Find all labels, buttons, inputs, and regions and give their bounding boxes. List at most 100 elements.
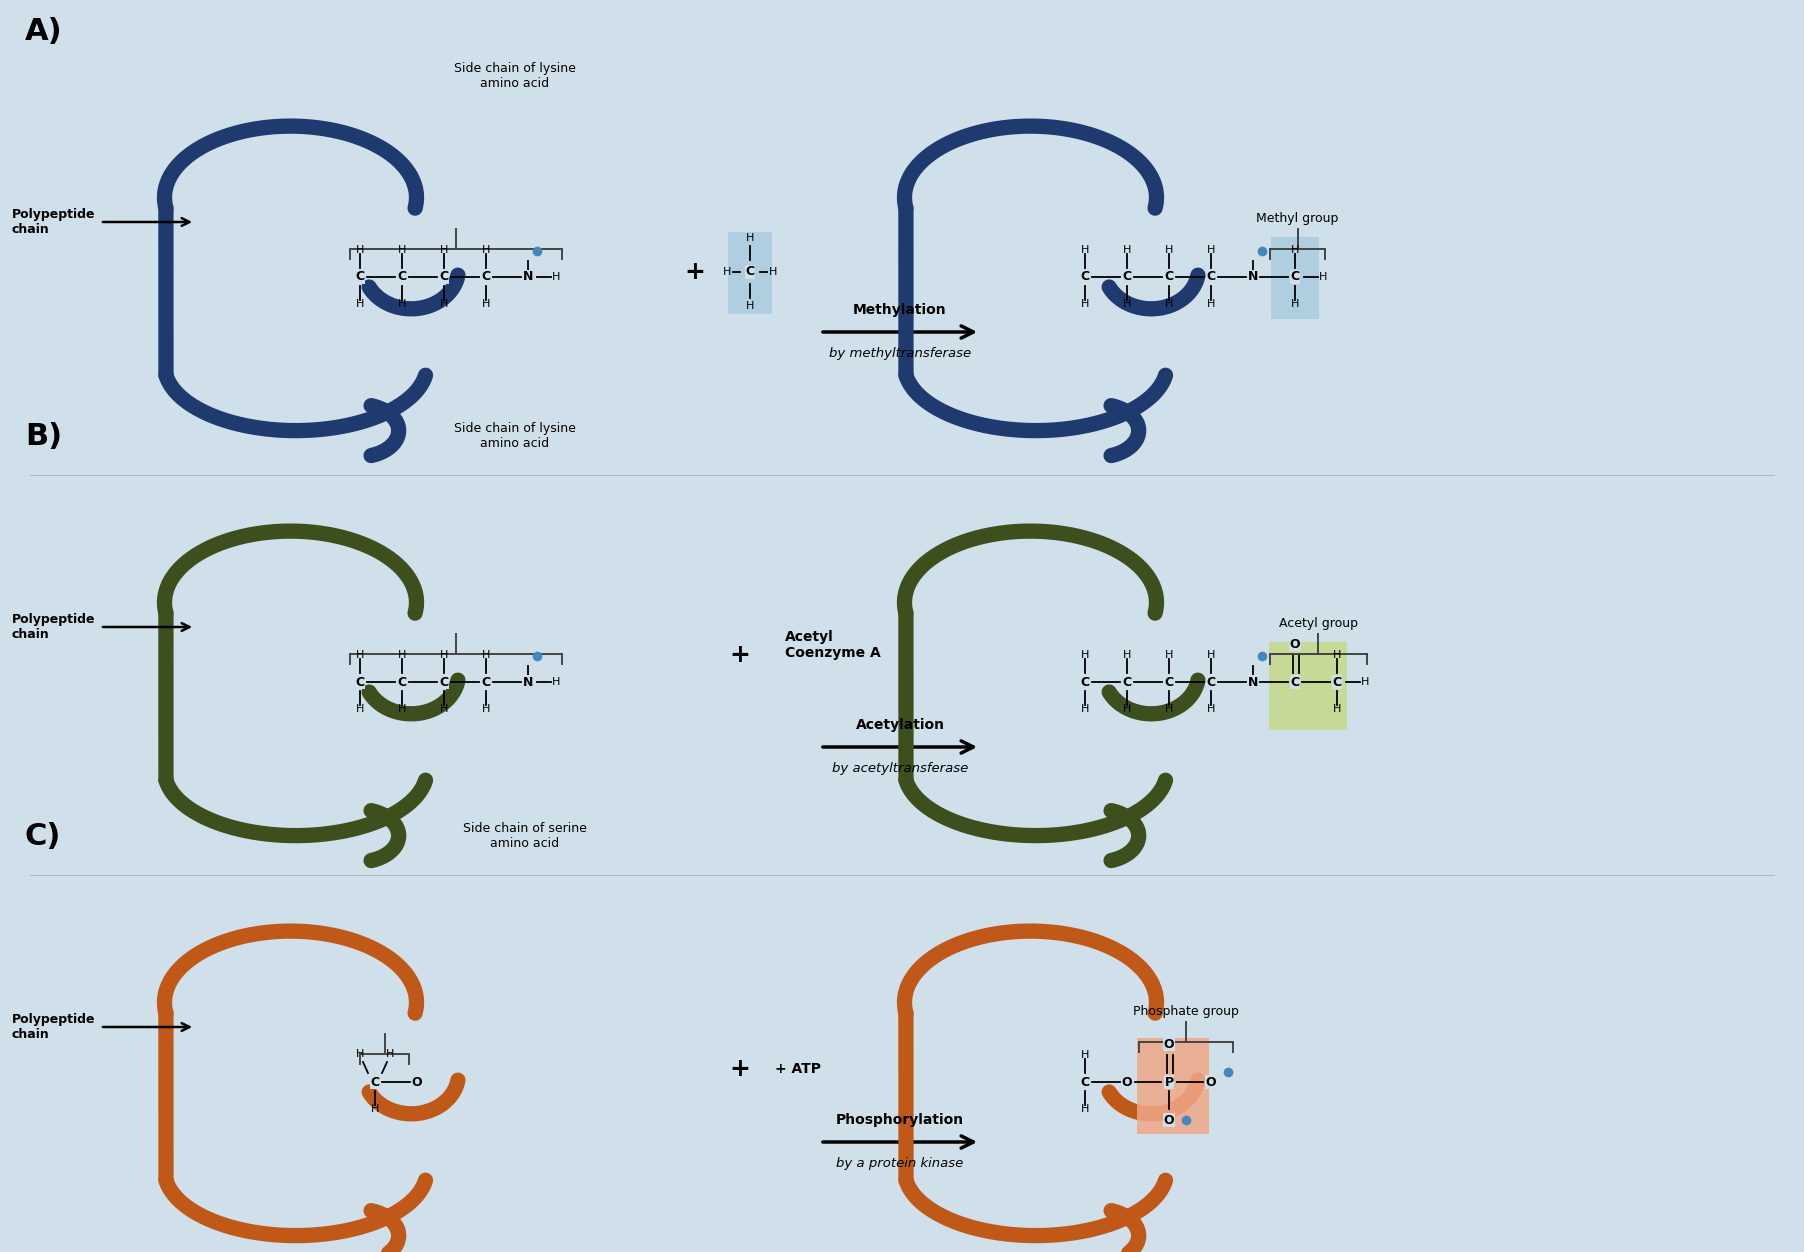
Text: Acetyl group: Acetyl group	[1279, 617, 1358, 630]
Text: H: H	[1292, 245, 1299, 255]
Text: O: O	[1122, 1075, 1133, 1088]
Text: N: N	[523, 676, 534, 689]
Text: by methyltransferase: by methyltransferase	[828, 347, 971, 361]
Text: C: C	[1122, 270, 1131, 283]
Text: H: H	[399, 245, 406, 255]
Text: Methylation: Methylation	[853, 303, 947, 317]
Text: H: H	[1081, 245, 1090, 255]
Text: Phosphorylation: Phosphorylation	[835, 1113, 963, 1127]
Text: H: H	[1360, 677, 1369, 687]
Text: H: H	[723, 267, 731, 277]
Text: H: H	[1122, 245, 1131, 255]
Text: by acetyltransferase: by acetyltransferase	[832, 762, 969, 775]
Text: P: P	[1164, 1075, 1174, 1088]
Text: C: C	[482, 270, 491, 283]
Bar	[1137, 1038, 1209, 1134]
Text: C: C	[1081, 676, 1090, 689]
Text: H: H	[355, 299, 364, 309]
Text: B): B)	[25, 422, 61, 451]
Text: Acetylation: Acetylation	[855, 717, 945, 732]
Text: C: C	[440, 676, 449, 689]
Text: H: H	[355, 704, 364, 714]
Text: C: C	[1207, 676, 1216, 689]
Text: H: H	[552, 677, 561, 687]
Text: H: H	[1081, 299, 1090, 309]
Text: C: C	[1333, 676, 1342, 689]
Text: Side chain of lysine
amino acid: Side chain of lysine amino acid	[455, 422, 575, 449]
Text: C: C	[1081, 1075, 1090, 1088]
Bar	[729, 232, 772, 314]
Text: N: N	[523, 270, 534, 283]
Text: C: C	[1081, 270, 1090, 283]
Text: H: H	[1207, 299, 1216, 309]
Text: H: H	[1319, 272, 1328, 282]
Text: Polypeptide
chain: Polypeptide chain	[13, 613, 96, 641]
Bar	[1268, 642, 1348, 730]
Text: H: H	[552, 272, 561, 282]
Text: H: H	[745, 300, 754, 310]
Text: +: +	[684, 260, 705, 284]
Text: H: H	[1165, 299, 1173, 309]
Text: H: H	[440, 245, 447, 255]
Text: H: H	[399, 650, 406, 660]
Text: H: H	[399, 704, 406, 714]
Text: Side chain of serine
amino acid: Side chain of serine amino acid	[464, 823, 586, 850]
Text: H: H	[1165, 245, 1173, 255]
Text: H: H	[1122, 299, 1131, 309]
Text: H: H	[1165, 704, 1173, 714]
Text: H: H	[1081, 1104, 1090, 1114]
Text: by a protein kinase: by a protein kinase	[837, 1157, 963, 1171]
Text: O: O	[1205, 1075, 1216, 1088]
Text: Phosphate group: Phosphate group	[1133, 1005, 1239, 1018]
Text: H: H	[440, 650, 447, 660]
Text: H: H	[1165, 650, 1173, 660]
Text: C: C	[1164, 270, 1174, 283]
Text: H: H	[372, 1104, 379, 1114]
Text: C: C	[370, 1075, 379, 1088]
Text: +: +	[729, 1057, 750, 1080]
Text: C: C	[397, 676, 406, 689]
Text: H: H	[1122, 704, 1131, 714]
Text: Polypeptide
chain: Polypeptide chain	[13, 1013, 96, 1040]
Text: O: O	[1290, 637, 1301, 651]
Text: H: H	[1333, 650, 1340, 660]
Text: H: H	[1081, 704, 1090, 714]
Text: O: O	[411, 1075, 422, 1088]
Text: H: H	[745, 233, 754, 243]
Text: H: H	[482, 245, 491, 255]
Text: C: C	[482, 676, 491, 689]
Text: C: C	[1290, 270, 1299, 283]
Text: H: H	[1207, 704, 1216, 714]
Text: C: C	[397, 270, 406, 283]
Text: H: H	[1207, 650, 1216, 660]
Text: O: O	[1164, 1038, 1174, 1050]
Text: H: H	[386, 1049, 395, 1059]
Text: A): A)	[25, 18, 63, 46]
Text: H: H	[440, 299, 447, 309]
Text: H: H	[1292, 299, 1299, 309]
Text: H: H	[440, 704, 447, 714]
Text: N: N	[1248, 270, 1257, 283]
Text: H: H	[355, 1049, 364, 1059]
Text: H: H	[1333, 704, 1340, 714]
Text: Methyl group: Methyl group	[1256, 212, 1339, 225]
Text: H: H	[1122, 650, 1131, 660]
Text: H: H	[1081, 650, 1090, 660]
Text: H: H	[482, 299, 491, 309]
Bar	[1272, 237, 1319, 319]
Text: N: N	[1248, 676, 1257, 689]
Text: +: +	[729, 644, 750, 667]
Text: C: C	[1290, 676, 1299, 689]
Text: + ATP: + ATP	[776, 1062, 821, 1075]
Text: Side chain of lysine
amino acid: Side chain of lysine amino acid	[455, 63, 575, 90]
Text: H: H	[482, 650, 491, 660]
Text: C: C	[1164, 676, 1174, 689]
Text: H: H	[355, 245, 364, 255]
Text: C: C	[355, 270, 364, 283]
Text: C: C	[440, 270, 449, 283]
Text: H: H	[482, 704, 491, 714]
Text: H: H	[355, 650, 364, 660]
Text: C: C	[355, 676, 364, 689]
Text: C: C	[1122, 676, 1131, 689]
Text: Polypeptide
chain: Polypeptide chain	[13, 208, 96, 235]
